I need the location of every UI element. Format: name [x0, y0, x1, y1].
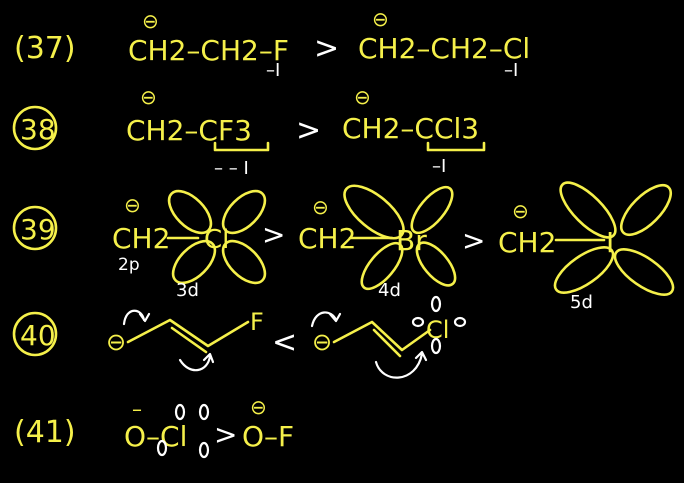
relation: <	[272, 325, 297, 360]
row-number: 39	[20, 213, 56, 246]
atom: I	[606, 226, 614, 259]
double-bond	[372, 328, 402, 358]
curved-arrow	[178, 352, 215, 372]
effect-right: –I	[432, 156, 446, 177]
row-number: 38	[20, 113, 56, 146]
anion-charge: ⊖	[250, 395, 267, 419]
formula-right: CH2–CH2–Cl	[358, 32, 530, 65]
carbon-orbital-label: 2p	[118, 255, 140, 275]
d-orbital-i	[553, 181, 675, 296]
row-37: (37) ⊖ CH2–CH2–F –I > ⊖ CH2–CH2–Cl –I	[14, 7, 530, 81]
row-number: 40	[20, 319, 56, 352]
d-orbital-br	[343, 184, 457, 291]
d-orbital-lobe	[156, 439, 168, 457]
carbanion-charge: ⊖	[372, 7, 389, 31]
carbanion-charge: ⊖	[140, 85, 157, 109]
carbanion-charge: ⊖	[354, 85, 371, 109]
row-41: (41) – O–Cl > ⊖ O–F	[14, 395, 294, 459]
row-number-circle	[12, 311, 58, 357]
carbanion-charge: ⊖	[312, 195, 329, 219]
underline-bracket	[213, 141, 270, 152]
d-orbital-lobe	[430, 295, 442, 313]
orbital-label: 4d	[378, 280, 401, 301]
d-orbital-lobe	[411, 316, 425, 328]
atom: Br	[396, 224, 427, 257]
d-orbital-lobe	[198, 403, 210, 421]
row-number-circle	[12, 105, 58, 151]
curved-arrow	[374, 350, 428, 379]
formula-right: CH2–CCl3	[342, 112, 479, 145]
effect-right: –I	[504, 60, 518, 81]
anion-charge: –	[132, 397, 142, 421]
group-ch2: CH2	[298, 222, 356, 255]
formula-right: O–F	[242, 420, 294, 453]
curved-arrow	[122, 309, 151, 326]
group-ch2: CH2	[498, 226, 556, 259]
allyl-chain	[332, 320, 432, 352]
atom: Cl	[426, 316, 449, 344]
relation: >	[296, 113, 321, 148]
d-orbital-lobe	[174, 403, 186, 421]
underline-bracket	[426, 141, 486, 152]
row-40: 40 ⊖ F < ⊖ Cl	[12, 295, 467, 379]
carbanion-charge: ⊖	[312, 328, 332, 356]
formula-left: O–Cl	[124, 420, 187, 453]
orbital-label: 5d	[570, 292, 593, 313]
relation: >	[262, 218, 285, 251]
orbital-label: 3d	[176, 280, 199, 301]
row-number-circle	[12, 205, 58, 251]
row-number: (41)	[14, 415, 76, 450]
effect-left: – – I	[214, 158, 249, 179]
row-number: (37)	[14, 31, 76, 66]
carbanion-charge: ⊖	[106, 328, 126, 356]
relation: >	[214, 418, 237, 451]
d-orbital-lobe	[453, 316, 467, 328]
row-38: 38 ⊖ CH2–CF3 – – I > ⊖ CH2–CCl3 –I	[12, 85, 486, 179]
formula-left: CH2–CH2–F	[128, 34, 289, 67]
row-39: 39 ⊖ CH2 Cl 2p 3d > ⊖ CH2 Br 4d > ⊖ CH2	[12, 181, 675, 313]
group-ch2: CH2	[112, 222, 170, 255]
carbanion-charge: ⊖	[142, 9, 159, 33]
double-bond	[170, 326, 208, 354]
relation: >	[462, 224, 485, 257]
carbanion-charge: ⊖	[124, 193, 141, 217]
d-orbital-cl	[167, 189, 267, 285]
d-orbital-lobe	[198, 441, 210, 459]
d-orbital-lobe	[430, 337, 442, 355]
atom: F	[250, 308, 264, 336]
effect-left: –I	[266, 60, 280, 81]
carbanion-charge: ⊖	[512, 199, 529, 223]
allyl-chain	[126, 318, 250, 348]
formula-left: CH2–CF3	[126, 114, 252, 147]
atom: Cl	[204, 225, 229, 255]
curved-arrow	[310, 311, 342, 328]
relation: >	[314, 31, 339, 66]
